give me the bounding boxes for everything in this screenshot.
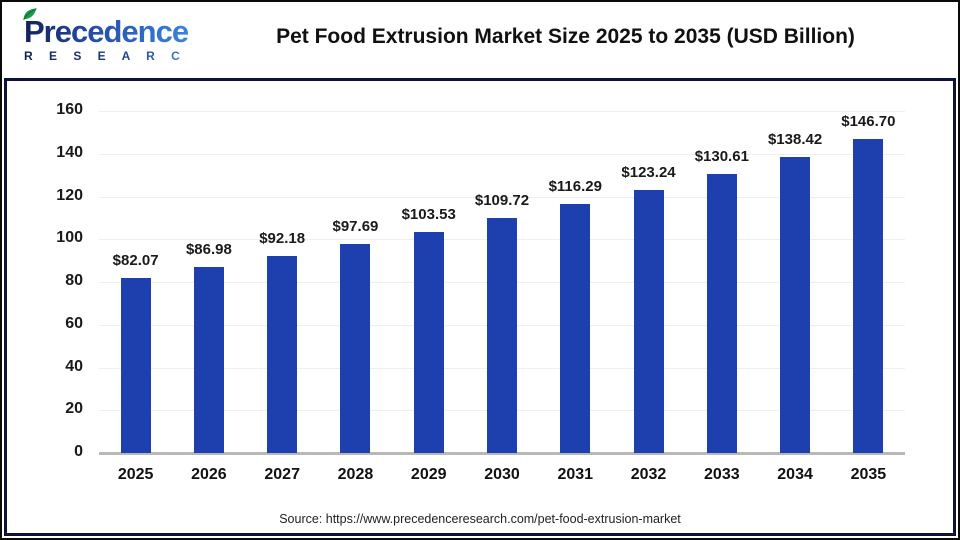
y-axis-tick-label: 140 [56, 143, 83, 161]
x-axis-tick-label: 2028 [337, 466, 374, 483]
x-axis-tick-label: 2030 [484, 466, 520, 483]
page-title: Pet Food Extrusion Market Size 2025 to 2… [276, 25, 855, 48]
leaf-icon [23, 7, 37, 20]
logo-subtitle: R E S E A R C H [24, 48, 212, 63]
bar-value-label: $146.70 [841, 113, 896, 131]
logo-wordmark: Precedence [24, 16, 195, 47]
y-axis-tick-label: 160 [56, 101, 83, 118]
y-axis-tick-label: 0 [74, 443, 83, 460]
bar-value-label: $103.53 [401, 205, 456, 223]
header: Precedence R E S E A R C H Pet Food Extr… [2, 2, 958, 76]
bar-2026 [193, 267, 224, 453]
source-text: Source: https://www.precedenceresearch.c… [279, 512, 681, 526]
x-axis-tick-label: 2027 [264, 466, 300, 483]
bar-value-label: $97.69 [332, 218, 379, 236]
bar-value-label: $123.24 [621, 163, 676, 181]
bar-value-label: $92.18 [259, 229, 306, 247]
x-axis-tick-label: 2026 [191, 466, 227, 483]
bar-2027 [267, 255, 298, 453]
x-axis-tick-label: 2035 [850, 466, 887, 483]
bar-2025 [120, 277, 151, 453]
x-axis-tick-label: 2032 [630, 466, 667, 483]
y-axis-tick-label: 80 [65, 272, 83, 289]
y-axis-tick-label: 40 [65, 357, 83, 375]
x-axis-tick-label: 2034 [777, 466, 813, 483]
gridline [99, 153, 905, 155]
bar-value-label: $109.72 [474, 192, 530, 210]
bar-2033 [706, 173, 737, 453]
chart-area: 0 20 40 60 80 100 120 140 160 $82.07 2025 $86.98 202… [4, 78, 956, 536]
bar-2029 [413, 231, 444, 453]
x-axis-tick-label: 2029 [410, 466, 447, 483]
bar-chart: 0 20 40 60 80 100 120 140 160 $82.07 2025 $86.98 202… [7, 81, 953, 533]
bar-2035 [853, 139, 884, 453]
bar-2030 [487, 218, 517, 453]
x-axis-tick-label: 2033 [704, 466, 740, 483]
y-axis-tick-label: 100 [56, 229, 83, 247]
gridline [99, 196, 905, 198]
gridline [99, 111, 905, 112]
bar-value-label: $86.98 [185, 241, 232, 259]
precedence-research-logo: Precedence R E S E A R C H [20, 7, 212, 63]
y-axis-tick-label: 60 [65, 314, 83, 332]
y-axis-tick-label: 120 [56, 186, 83, 204]
x-axis-line [99, 452, 905, 455]
bar-value-label: $116.29 [548, 178, 602, 196]
bar-2034 [780, 157, 811, 453]
bar-2031 [560, 204, 591, 453]
y-axis-tick-label: 20 [65, 400, 83, 418]
x-axis-tick-label: 2031 [557, 466, 594, 483]
bar-2032 [633, 189, 664, 453]
x-axis-tick-label: 2025 [117, 466, 154, 483]
bar-value-label: $138.42 [767, 131, 823, 149]
bar-value-label: $82.07 [112, 251, 159, 269]
bar-value-label: $130.61 [694, 147, 749, 165]
bar-2028 [340, 244, 371, 453]
